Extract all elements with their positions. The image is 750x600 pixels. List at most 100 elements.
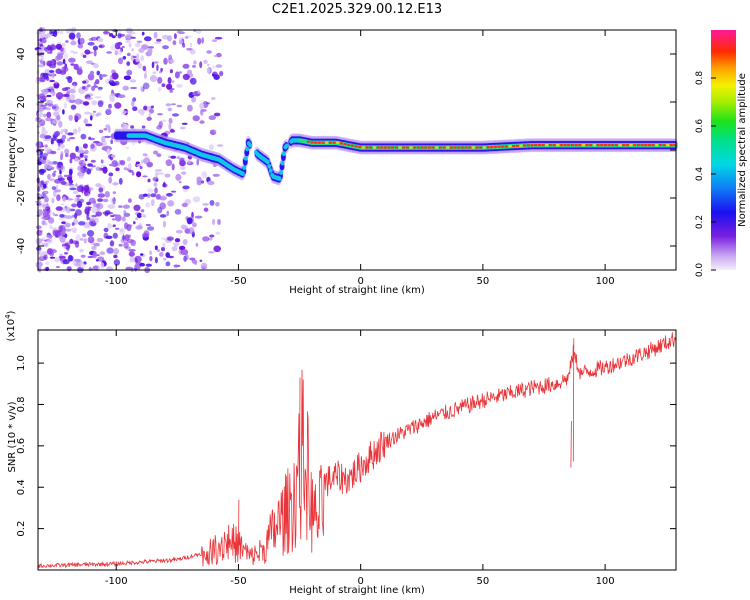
noise-blob <box>35 225 42 230</box>
noise-blob <box>39 133 46 139</box>
ridge-peak <box>647 144 651 147</box>
noise-blob <box>154 169 162 172</box>
noise-blob <box>49 44 57 51</box>
colorbar-gradient <box>711 30 736 270</box>
noise-blob <box>219 70 224 77</box>
noise-blob <box>112 214 118 217</box>
ridge-peak <box>636 144 640 147</box>
noise-blob <box>43 183 47 189</box>
noise-blob <box>90 115 93 121</box>
noise-blob <box>125 147 129 150</box>
noise-blob <box>128 249 136 252</box>
ridge-peak <box>596 144 600 147</box>
ridge-peak <box>479 146 483 149</box>
noise-blob <box>131 138 136 146</box>
noise-blob <box>160 195 167 201</box>
y-tick-label: 0.8 <box>16 397 27 413</box>
ridge-peak <box>548 144 552 147</box>
noise-blob <box>195 242 199 247</box>
ridge-peak <box>457 146 461 149</box>
noise-blob <box>93 202 97 207</box>
noise-blob <box>139 262 145 267</box>
ridge-peak <box>420 146 424 149</box>
noise-blob <box>155 178 159 182</box>
ridge-peak <box>493 145 497 149</box>
noise-blob <box>128 251 135 257</box>
noise-blob <box>178 40 183 45</box>
noise-blob <box>210 96 216 101</box>
y-tick-label: 0.6 <box>16 438 27 454</box>
noise-blob <box>125 34 133 41</box>
noise-blob <box>213 129 217 133</box>
svg-text:(x104): (x104) <box>4 310 17 341</box>
noise-blob <box>152 71 157 75</box>
noise-blob <box>131 99 135 107</box>
noise-blob <box>134 42 141 48</box>
noise-blob <box>123 75 132 81</box>
spectrogram-ylabel: Frequency (Hz) <box>7 112 18 188</box>
ridge-peak <box>673 144 677 147</box>
noise-blob <box>41 38 47 44</box>
noise-blob <box>48 217 55 224</box>
ridge-peak <box>658 144 662 147</box>
ridge-peak <box>317 141 321 144</box>
noise-blob <box>161 247 165 252</box>
noise-blob <box>135 161 140 165</box>
noise-blob <box>96 237 104 243</box>
noise-blob <box>44 196 49 203</box>
noise-blob <box>72 51 78 54</box>
ridge-peak <box>383 146 387 149</box>
noise-blob <box>67 76 73 84</box>
noise-blob <box>95 113 100 117</box>
ridge-peak <box>339 142 343 145</box>
noise-blob <box>181 171 187 175</box>
noise-blob <box>88 207 91 211</box>
noise-blob <box>136 164 142 167</box>
noise-blob <box>156 64 159 72</box>
noise-blob <box>211 73 216 77</box>
noise-blob <box>79 262 86 269</box>
noise-blob <box>115 227 120 230</box>
noise-blob <box>194 262 197 266</box>
noise-blob <box>113 248 119 255</box>
noise-blob <box>114 42 120 50</box>
ridge-center <box>284 143 289 148</box>
noise-blob <box>192 196 201 203</box>
noise-blob <box>74 98 82 105</box>
noise-blob <box>145 69 148 74</box>
noise-blob <box>215 231 221 235</box>
noise-blob <box>83 118 88 125</box>
noise-blob <box>64 148 70 155</box>
noise-blob <box>197 89 200 95</box>
noise-blob <box>54 257 60 263</box>
noise-blob <box>209 144 214 151</box>
noise-blob <box>75 145 79 153</box>
noise-blob <box>49 224 53 229</box>
ridge-peak <box>468 146 472 149</box>
x-tick-label: -100 <box>105 576 128 587</box>
noise-blob <box>178 245 186 251</box>
noise-blob <box>147 46 154 49</box>
noise-blob <box>194 215 203 219</box>
noise-blob <box>187 104 193 112</box>
noise-blob <box>46 240 52 243</box>
noise-blob <box>137 62 143 69</box>
ridge-peak <box>512 145 516 148</box>
ridge-peak <box>446 146 450 149</box>
noise-blob <box>108 80 115 85</box>
noise-blob <box>171 80 175 83</box>
noise-blob <box>46 248 53 255</box>
noise-blob <box>49 174 54 177</box>
noise-blob <box>56 194 61 202</box>
noise-blob <box>41 220 46 226</box>
noise-blob <box>58 225 63 232</box>
noise-blob <box>52 172 56 177</box>
noise-blob <box>97 256 105 262</box>
ridge-peak <box>618 144 622 147</box>
noise-blob <box>199 259 203 262</box>
noise-blob <box>79 248 84 253</box>
noise-blob <box>181 202 188 208</box>
noise-blob <box>147 226 155 231</box>
ridge-center <box>279 170 283 175</box>
ridge-peak <box>405 146 409 149</box>
